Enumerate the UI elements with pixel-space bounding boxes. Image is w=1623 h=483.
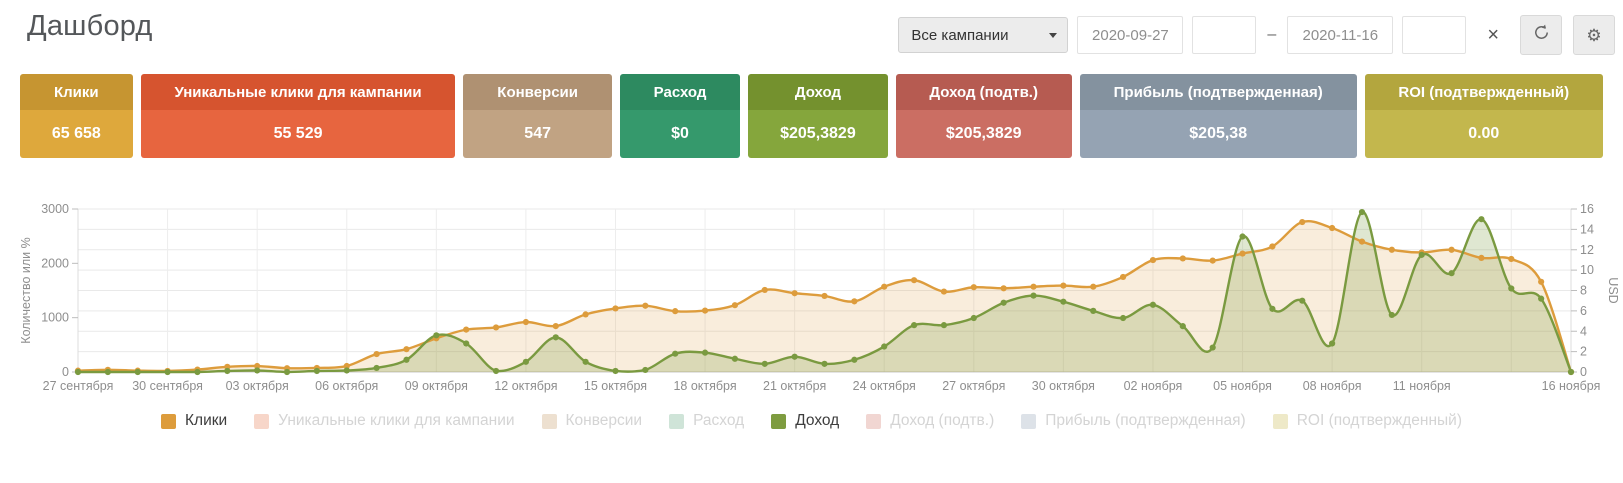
card-value: 55 529 (140, 110, 456, 158)
chevron-down-icon (1049, 32, 1058, 38)
svg-text:08 ноября: 08 ноября (1303, 379, 1362, 393)
date-from-input[interactable] (1077, 16, 1184, 54)
settings-button[interactable]: ⚙ (1573, 15, 1615, 55)
header: Дашборд Все кампании – × ⚙ (0, 0, 1623, 62)
card-value: $205,3829 (895, 110, 1072, 158)
svg-text:10: 10 (1580, 263, 1594, 277)
legend-swatch (1272, 413, 1288, 429)
svg-text:0: 0 (62, 365, 69, 379)
legend-label: Конверсии (565, 412, 643, 429)
legend-swatch (669, 413, 685, 429)
svg-text:18 октября: 18 октября (673, 379, 736, 393)
svg-text:06 октября: 06 октября (315, 379, 378, 393)
date-to-input[interactable] (1287, 16, 1394, 54)
svg-text:21 октября: 21 октября (763, 379, 826, 393)
svg-text:8: 8 (1580, 284, 1587, 298)
card-value: 0.00 (1364, 110, 1603, 158)
card-label: Уникальные клики для кампании (140, 74, 456, 110)
svg-text:09 октября: 09 октября (405, 379, 468, 393)
svg-text:12 октября: 12 октября (494, 379, 557, 393)
clear-dates-button[interactable]: × (1487, 24, 1499, 46)
card-profit-confirmed: Прибыль (подтвержденная) $205,38 (1079, 74, 1357, 158)
chart-canvas: 0 1000 2000 3000 0 2 4 6 8 10 12 14 16 27 сентября 30 … (0, 190, 1623, 398)
card-value: $205,38 (1079, 110, 1357, 158)
legend-swatch (771, 413, 787, 429)
svg-text:14: 14 (1580, 222, 1594, 236)
card-value: $205,3829 (748, 110, 888, 158)
legend-label: Расход (693, 412, 745, 429)
card-roi-confirmed: ROI (подтвержденный) 0.00 (1364, 74, 1603, 158)
card-label: Доход (подтв.) (895, 74, 1072, 110)
card-label: Клики (20, 74, 133, 110)
svg-text:3000: 3000 (41, 202, 69, 216)
svg-text:6: 6 (1580, 304, 1587, 318)
card-label: Конверсии (463, 74, 612, 110)
svg-text:16: 16 (1580, 202, 1594, 216)
legend-swatch (541, 413, 557, 429)
svg-text:16 ноября: 16 ноября (1542, 379, 1601, 393)
card-value: 547 (463, 110, 612, 158)
legend-item-conversions[interactable]: Конверсии (541, 412, 643, 430)
date-range-separator: – (1267, 26, 1277, 43)
svg-text:12: 12 (1580, 243, 1594, 257)
time-from-input[interactable] (1192, 16, 1257, 54)
legend-swatch (866, 413, 882, 429)
svg-text:30 сентября: 30 сентября (132, 379, 203, 393)
legend-label: Прибыль (подтвержденная) (1045, 412, 1246, 429)
legend-label: Уникальные клики для кампании (278, 412, 515, 429)
card-label: Расход (619, 74, 741, 110)
svg-text:2000: 2000 (41, 256, 69, 270)
chart-legend: Клики Уникальные клики для кампании Конв… (0, 412, 1623, 430)
svg-text:2: 2 (1580, 345, 1587, 359)
svg-text:05 ноября: 05 ноября (1213, 379, 1272, 393)
legend-label: ROI (подтвержденный) (1296, 412, 1462, 429)
svg-text:15 октября: 15 октября (584, 379, 647, 393)
svg-text:02 ноября: 02 ноября (1124, 379, 1183, 393)
legend-item-unique-clicks[interactable]: Уникальные клики для кампании (254, 412, 515, 430)
svg-text:USD: USD (1606, 277, 1620, 303)
refresh-icon (1532, 23, 1551, 47)
gear-icon: ⚙ (1586, 25, 1602, 45)
card-value: 65 658 (20, 110, 133, 158)
card-value: $0 (619, 110, 741, 158)
legend-item-revenue[interactable]: Доход (771, 412, 839, 430)
legend-item-cost[interactable]: Расход (669, 412, 744, 430)
card-revenue-confirmed: Доход (подтв.) $205,3829 (895, 74, 1072, 158)
legend-item-clicks[interactable]: Клики (161, 412, 227, 430)
card-label: ROI (подтвержденный) (1364, 74, 1603, 110)
refresh-button[interactable] (1520, 15, 1562, 55)
time-to-input[interactable] (1402, 16, 1467, 54)
svg-text:27 сентября: 27 сентября (43, 379, 114, 393)
card-cost: Расход $0 (619, 74, 741, 158)
legend-item-revenue-confirmed[interactable]: Доход (подтв.) (866, 412, 994, 430)
card-conversions: Конверсии 547 (463, 74, 612, 158)
svg-text:4: 4 (1580, 324, 1587, 338)
card-clicks: Клики 65 658 (20, 74, 133, 158)
svg-text:0: 0 (1580, 365, 1587, 379)
legend-label: Доход (подтв.) (890, 412, 995, 429)
svg-text:11 ноября: 11 ноября (1393, 379, 1451, 393)
legend-item-profit-confirmed[interactable]: Прибыль (подтвержденная) (1021, 412, 1246, 430)
svg-text:30 октября: 30 октября (1032, 379, 1095, 393)
stat-cards: Клики 65 658 Уникальные клики для кампан… (20, 74, 1603, 158)
legend-swatch (1021, 413, 1037, 429)
svg-text:24 октября: 24 октября (853, 379, 916, 393)
legend-label: Доход (795, 412, 840, 429)
card-revenue: Доход $205,3829 (748, 74, 888, 158)
svg-text:Количество или %: Количество или % (19, 237, 33, 343)
svg-text:03 октября: 03 октября (226, 379, 289, 393)
svg-text:1000: 1000 (41, 311, 69, 325)
legend-swatch (254, 413, 270, 429)
card-unique-clicks: Уникальные клики для кампании 55 529 (140, 74, 456, 158)
campaign-select[interactable]: Все кампании (898, 17, 1069, 53)
campaign-select-value: Все кампании (911, 26, 1009, 44)
header-controls: Все кампании – × ⚙ (898, 10, 1615, 55)
page-title: Дашборд (27, 10, 153, 42)
legend-item-roi-confirmed[interactable]: ROI (подтвержденный) (1272, 412, 1462, 430)
card-label: Доход (748, 74, 888, 110)
legend-swatch (161, 413, 176, 429)
card-label: Прибыль (подтвержденная) (1079, 74, 1357, 110)
svg-text:27 октября: 27 октября (942, 379, 1005, 393)
legend-label: Клики (185, 412, 228, 429)
